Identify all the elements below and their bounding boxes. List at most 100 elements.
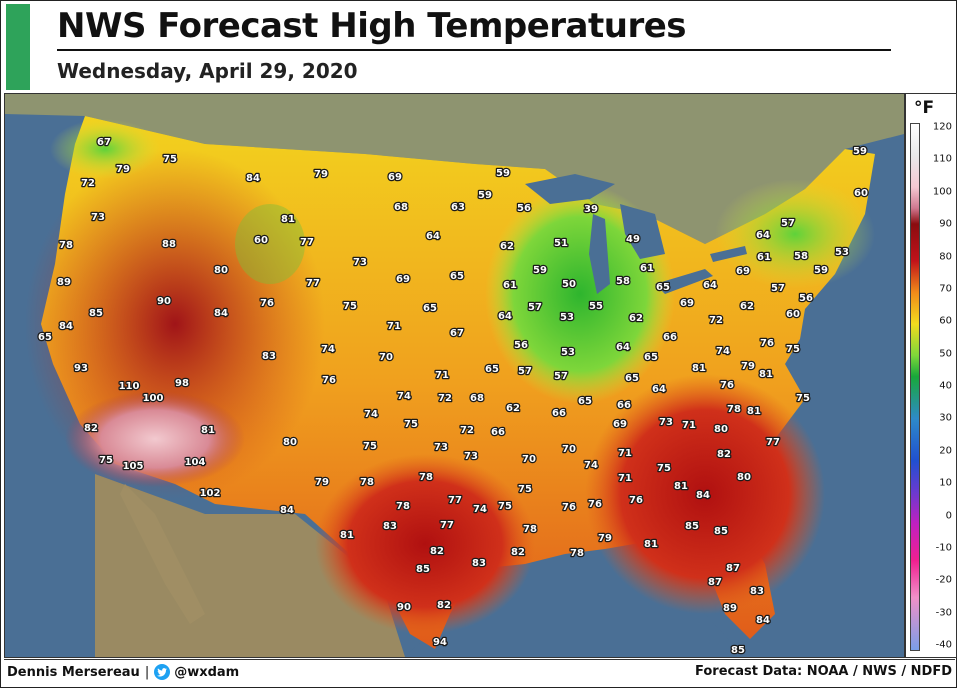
temp-label: 110 <box>119 381 140 392</box>
temp-label: 79 <box>598 533 612 544</box>
desert-heat-zone <box>65 391 245 487</box>
temp-label: 71 <box>618 473 632 484</box>
temp-label: 75 <box>363 441 377 452</box>
legend-tick-label: -40 <box>935 639 952 651</box>
temp-label: 83 <box>383 521 397 532</box>
twitter-handle: @wxdam <box>174 664 240 680</box>
legend-tick-label: 0 <box>945 510 952 521</box>
page-title: NWS Forecast High Temperatures <box>57 6 687 46</box>
data-source: Forecast Data: NOAA / NWS / NDFD <box>695 664 952 679</box>
temp-label: 78 <box>523 524 537 535</box>
temp-label: 100 <box>143 393 164 404</box>
temp-label: 64 <box>652 384 666 395</box>
temp-label: 56 <box>799 293 813 304</box>
temp-label: 65 <box>485 364 499 375</box>
temp-label: 84 <box>280 505 294 516</box>
temp-label: 82 <box>717 449 731 460</box>
temp-label: 78 <box>727 404 741 415</box>
temp-label: 57 <box>771 283 785 294</box>
temp-label: 81 <box>674 481 688 492</box>
temp-label: 62 <box>740 301 754 312</box>
temp-label: 55 <box>589 301 603 312</box>
temp-label: 75 <box>518 484 532 495</box>
temp-label: 74 <box>364 409 378 420</box>
temp-label: 84 <box>59 321 73 332</box>
temp-label: 68 <box>394 202 408 213</box>
lake-superior <box>525 174 615 204</box>
southeast-hot-zone <box>585 374 825 614</box>
legend-tick-label: -10 <box>935 542 952 554</box>
temp-label: 53 <box>561 347 575 358</box>
temp-label: 65 <box>656 282 670 293</box>
temp-label: 82 <box>437 600 451 611</box>
temp-label: 64 <box>426 231 440 242</box>
temp-label: 85 <box>731 645 745 656</box>
temp-label: 84 <box>214 308 228 319</box>
mexico-land <box>95 474 405 657</box>
temp-label: 79 <box>741 361 755 372</box>
legend-tick-label: 40 <box>939 380 952 392</box>
temp-label: 65 <box>423 303 437 314</box>
temperature-labels: 67 75 79 72 73 78 88 60 84 79 81 77 80 89 90 85 84 76 77 73… <box>37 136 870 657</box>
temp-label: 69 <box>613 419 627 430</box>
temp-label: 64 <box>616 342 630 353</box>
temp-label: 81 <box>201 425 215 436</box>
temp-label: 64 <box>703 280 717 291</box>
temp-label: 76 <box>720 380 734 391</box>
temp-label: 77 <box>448 495 462 506</box>
temp-label: 60 <box>786 309 800 320</box>
temp-label: 84 <box>246 173 260 184</box>
temp-label: 79 <box>116 164 130 175</box>
legend-tick-label: 70 <box>939 283 952 295</box>
temp-label: 69 <box>396 274 410 285</box>
temp-label: 89 <box>57 277 71 288</box>
temp-label: 57 <box>528 302 542 313</box>
temp-label: 84 <box>696 490 710 501</box>
temp-label: 79 <box>314 169 328 180</box>
temp-label: 80 <box>714 424 728 435</box>
temp-label: 81 <box>281 214 295 225</box>
temp-label: 57 <box>554 371 568 382</box>
legend-tick-label: 20 <box>939 445 952 457</box>
texas-hot-zone <box>315 454 535 634</box>
temp-label: 58 <box>616 276 630 287</box>
lake-ontario <box>710 246 747 262</box>
temp-label: 82 <box>511 547 525 558</box>
temp-label: 74 <box>397 391 411 402</box>
legend-tick-label: 110 <box>932 153 952 165</box>
legend-tick-label: -30 <box>935 607 952 619</box>
temp-label: 59 <box>496 168 510 179</box>
temp-label: 49 <box>626 234 640 245</box>
temp-label: 81 <box>759 369 773 380</box>
temp-label: 66 <box>617 400 631 411</box>
temp-label: 61 <box>757 252 771 263</box>
temp-label: 59 <box>814 265 828 276</box>
lake-erie <box>655 269 713 294</box>
map-canvas: 67 75 79 72 73 78 88 60 84 79 81 77 80 89 90 85 84 76 77 73… <box>5 94 904 657</box>
temp-label: 75 <box>498 501 512 512</box>
temp-label: 67 <box>97 137 111 148</box>
temp-label: 78 <box>570 548 584 559</box>
temp-label: 90 <box>157 296 171 307</box>
temp-label: 76 <box>562 502 576 513</box>
temp-label: 62 <box>629 313 643 324</box>
temp-label: 59 <box>533 265 547 276</box>
legend-tick-label: 60 <box>939 315 952 327</box>
temp-label: 78 <box>59 240 73 251</box>
temp-label: 79 <box>315 477 329 488</box>
legend-tick-label: 100 <box>932 186 952 198</box>
temp-label: 57 <box>518 366 532 377</box>
temp-label: 66 <box>491 427 505 438</box>
legend-tick-label: -20 <box>935 574 952 586</box>
temp-label: 85 <box>89 308 103 319</box>
temp-label: 77 <box>300 237 314 248</box>
temp-label: 62 <box>506 403 520 414</box>
temperature-map: 67 75 79 72 73 78 88 60 84 79 81 77 80 89 90 85 84 76 77 73… <box>4 93 905 658</box>
legend-tick-label: 10 <box>939 477 952 489</box>
legend-unit: °F <box>914 98 935 118</box>
temp-label: 81 <box>644 539 658 550</box>
temp-label: 76 <box>629 495 643 506</box>
temp-label: 74 <box>473 504 487 515</box>
temp-label: 75 <box>343 301 357 312</box>
legend-tick-label: 90 <box>939 218 952 230</box>
